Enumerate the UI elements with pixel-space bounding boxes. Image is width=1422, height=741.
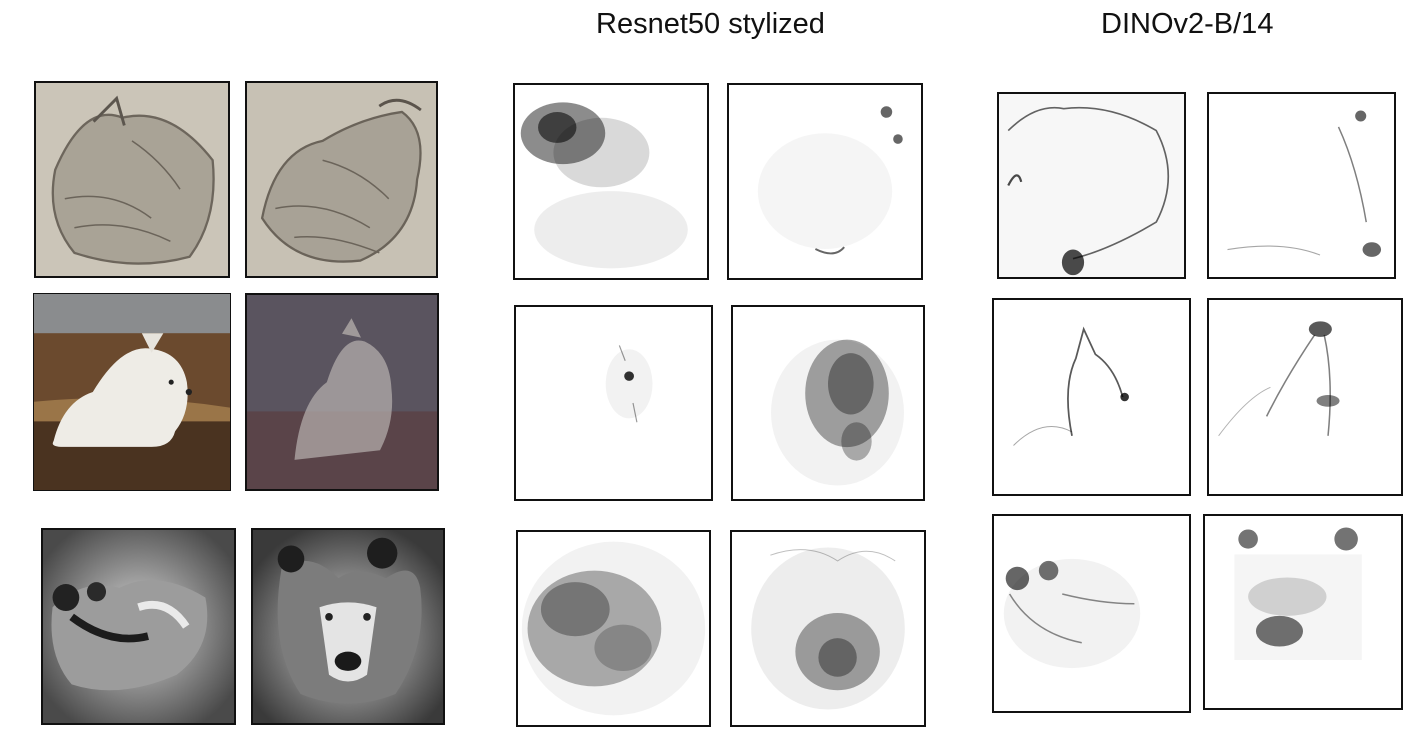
dino-map-r1-a (997, 92, 1186, 279)
column-title-dino: DINOv2-B/14 (1101, 8, 1274, 40)
input-image-r2-a (33, 293, 231, 491)
resnet-map-r3-a (516, 530, 711, 727)
dino-map-r2-b (1207, 298, 1403, 496)
dino-map-r2-a (992, 298, 1191, 496)
dino-map-r1-b (1207, 92, 1396, 279)
input-image-r1-a (34, 81, 230, 278)
column-title-resnet: Resnet50 stylized (596, 8, 825, 40)
input-image-r2-b (245, 293, 439, 491)
input-image-r3-b (251, 528, 445, 725)
input-image-r3-a (41, 528, 236, 725)
input-image-r1-b (245, 81, 438, 278)
resnet-map-r2-a (514, 305, 713, 501)
resnet-map-r2-b (731, 305, 925, 501)
resnet-map-r1-a (513, 83, 709, 280)
resnet-map-r3-b (730, 530, 926, 727)
dino-map-r3-b (1203, 514, 1403, 710)
resnet-map-r1-b (727, 83, 923, 280)
dino-map-r3-a (992, 514, 1191, 713)
